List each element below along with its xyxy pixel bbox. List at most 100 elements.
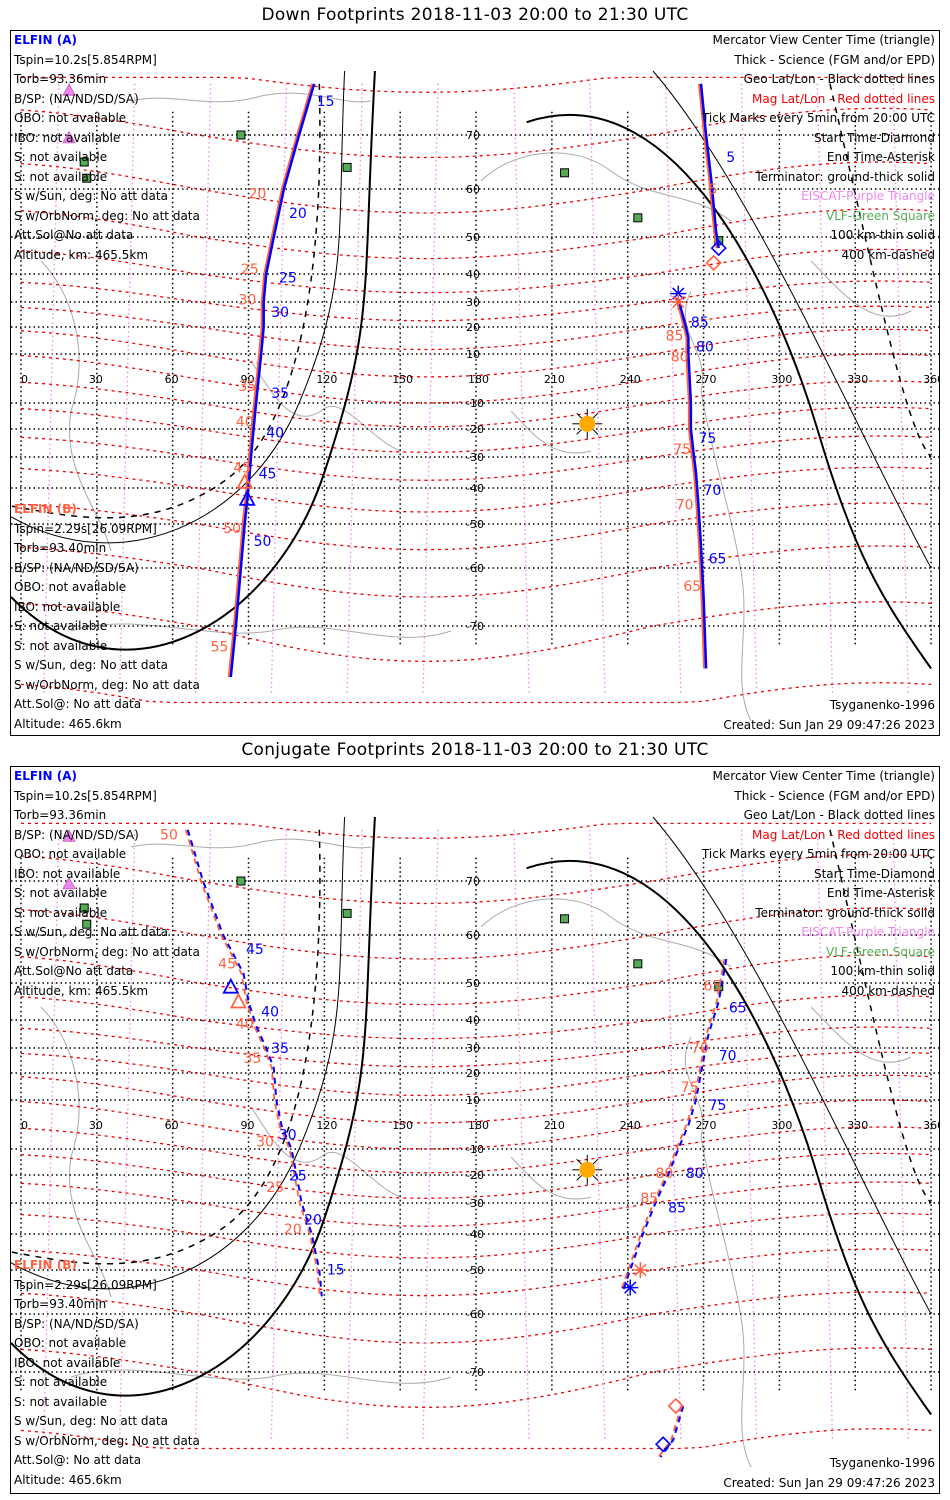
elfin-b-tick-label: 85: [640, 1191, 658, 1207]
elfin-a-tick-label: 70: [719, 1049, 737, 1065]
info-line: Torb=93.40min: [14, 1297, 107, 1311]
elfin-a-tick-label: 25: [279, 270, 297, 286]
info-line: Torb=93.36min: [14, 808, 107, 822]
lat-tick-label: -40: [466, 482, 484, 495]
mag-parallel: [20, 545, 932, 598]
mag-parallel: [20, 1212, 932, 1259]
legend-line: 400 km-dashed: [841, 983, 935, 998]
elfin-b-tick-label: 50: [223, 521, 241, 537]
terminator-400km: [829, 829, 932, 1204]
info-line: Altitude: 465.6km: [14, 716, 122, 731]
lat-tick-label: 20: [466, 1067, 480, 1080]
elfin-b-tick-label: 30: [238, 293, 256, 309]
info-line: Tspin=2.29s[26.09RPM]: [14, 1277, 157, 1292]
center-time-triangle-icon: [222, 977, 240, 994]
mag-meridian: [346, 829, 363, 1441]
footer: Tsyganenko-1996 Created: Sun Jan 29 09:4…: [723, 696, 935, 735]
elfin-b-tick-label: 40: [236, 414, 254, 430]
mag-meridian: [422, 83, 439, 695]
elfin-b-tick-label: 30: [256, 1135, 274, 1151]
coastline: [480, 152, 732, 222]
info-line: Att.Sol@: No att data: [14, 1453, 142, 1467]
mag-parallel: [20, 208, 932, 260]
vlf-station-icon: [236, 130, 246, 140]
elfin-a-header: ELFIN (A): [14, 33, 77, 47]
coastline: [40, 1006, 112, 1298]
mag-meridian: [43, 83, 60, 695]
coastline: [70, 1369, 452, 1384]
lat-tick-label: -60: [466, 562, 484, 575]
elfin-b-info: ELFIN (B) Tspin=2.29s[26.09RPM] Torb=93.…: [14, 1256, 200, 1490]
lon-tick-label: 300: [771, 373, 792, 386]
vlf-station-icon: [342, 162, 352, 172]
elfin-a-tick-label: 65: [729, 1001, 747, 1017]
coastline: [480, 898, 732, 968]
info-line: Att.Sol@: No att data: [14, 697, 142, 711]
lat-tick-label: -50: [466, 1264, 484, 1277]
lat-tick-label: -20: [466, 1169, 484, 1182]
lat-tick-label: 50: [466, 977, 480, 990]
lat-tick-label: -70: [466, 620, 484, 633]
elfin-a-tick-label: 20: [289, 206, 307, 222]
lon-tick-label: 270: [696, 1119, 717, 1132]
lon-tick-label: 30: [89, 373, 103, 386]
center-time-triangle-icon: [236, 472, 254, 489]
elfin-b-tick-label: 45: [218, 957, 236, 973]
mag-parallel: [20, 406, 932, 453]
mag-parallel: [20, 328, 932, 378]
vlf-station-icon: [79, 903, 89, 913]
lat-tick-label: 30: [466, 1042, 480, 1055]
lat-tick-label: 60: [466, 183, 480, 196]
info-line: S: not available: [14, 905, 108, 920]
lat-tick-label: 60: [466, 929, 480, 942]
lat-tick-label: -40: [466, 1228, 484, 1241]
lon-tick-label: 360: [923, 373, 940, 386]
legend-line: 100 km-thin solid: [830, 964, 935, 978]
info-line: Tspin=10.2s[5.854RPM]: [14, 52, 157, 67]
sun-ray: [576, 429, 582, 435]
coastline: [130, 92, 372, 103]
mag-parallel: [20, 1051, 932, 1097]
elfin-a-tick-label: 15: [327, 1262, 345, 1278]
center-time-triangle-icon: [238, 489, 256, 506]
info-line: Tspin=10.2s[5.854RPM]: [14, 788, 157, 803]
lat-tick-label: -70: [466, 1366, 484, 1379]
legend-line: 400 km-dashed: [841, 247, 935, 262]
elfin-a-tick-label: 50: [254, 534, 272, 550]
coastline: [250, 1106, 402, 1198]
terminator-ground: [11, 70, 376, 651]
coastline: [510, 1156, 592, 1200]
elfin-a-tick-label: 35: [271, 386, 289, 402]
info-line: IBO: not available: [14, 599, 121, 614]
mag-meridian: [740, 829, 758, 1441]
legend-line: Mag Lat/Lon - Red dotted lines: [751, 827, 935, 842]
mag-parallel: [20, 380, 932, 428]
elfin-b-tick-label: 80: [656, 1166, 674, 1182]
info-line: OBO: not available: [14, 1336, 127, 1350]
elfin-a-tick-label: 85: [668, 1200, 686, 1216]
elfin-b-tick-label: 20: [249, 187, 267, 203]
lon-tick-label: 0: [21, 1119, 28, 1132]
panel-title: Down Footprints 2018-11-03 20:00 to 21:3…: [261, 5, 689, 25]
elfin-a-track: [621, 958, 728, 1293]
lon-tick-label: 120: [316, 373, 337, 386]
lat-tick-label: 10: [466, 348, 480, 361]
mercator-map: 0 30 60 90 120 150 180 210 240 270 300 330 360 70 60 50…: [11, 816, 939, 1468]
mag-meridian: [194, 83, 212, 695]
mag-meridian: [43, 829, 60, 1441]
coastline: [40, 260, 112, 552]
mag-parallel: [20, 1026, 932, 1068]
elfin-a-tick-label: 30: [271, 305, 289, 321]
elfin-b-tick-label: 75: [681, 1080, 699, 1096]
info-line: S: not available: [14, 638, 108, 653]
conjugate-footprints-panel: Conjugate Footprints 2018-11-03 20:00 to…: [0, 738, 950, 1500]
info-line: S: not available: [14, 150, 108, 164]
lon-tick-label: 180: [468, 1119, 489, 1132]
lat-tick-label: 20: [466, 321, 480, 334]
lat-tick-label: 40: [466, 1014, 480, 1027]
terminator-400km: [11, 829, 321, 1265]
elfin-a-tick-label: 30: [279, 1127, 297, 1143]
lat-tick-label: 70: [466, 129, 480, 142]
mag-parallel: [20, 1291, 932, 1344]
lon-tick-label: 300: [771, 1119, 792, 1132]
